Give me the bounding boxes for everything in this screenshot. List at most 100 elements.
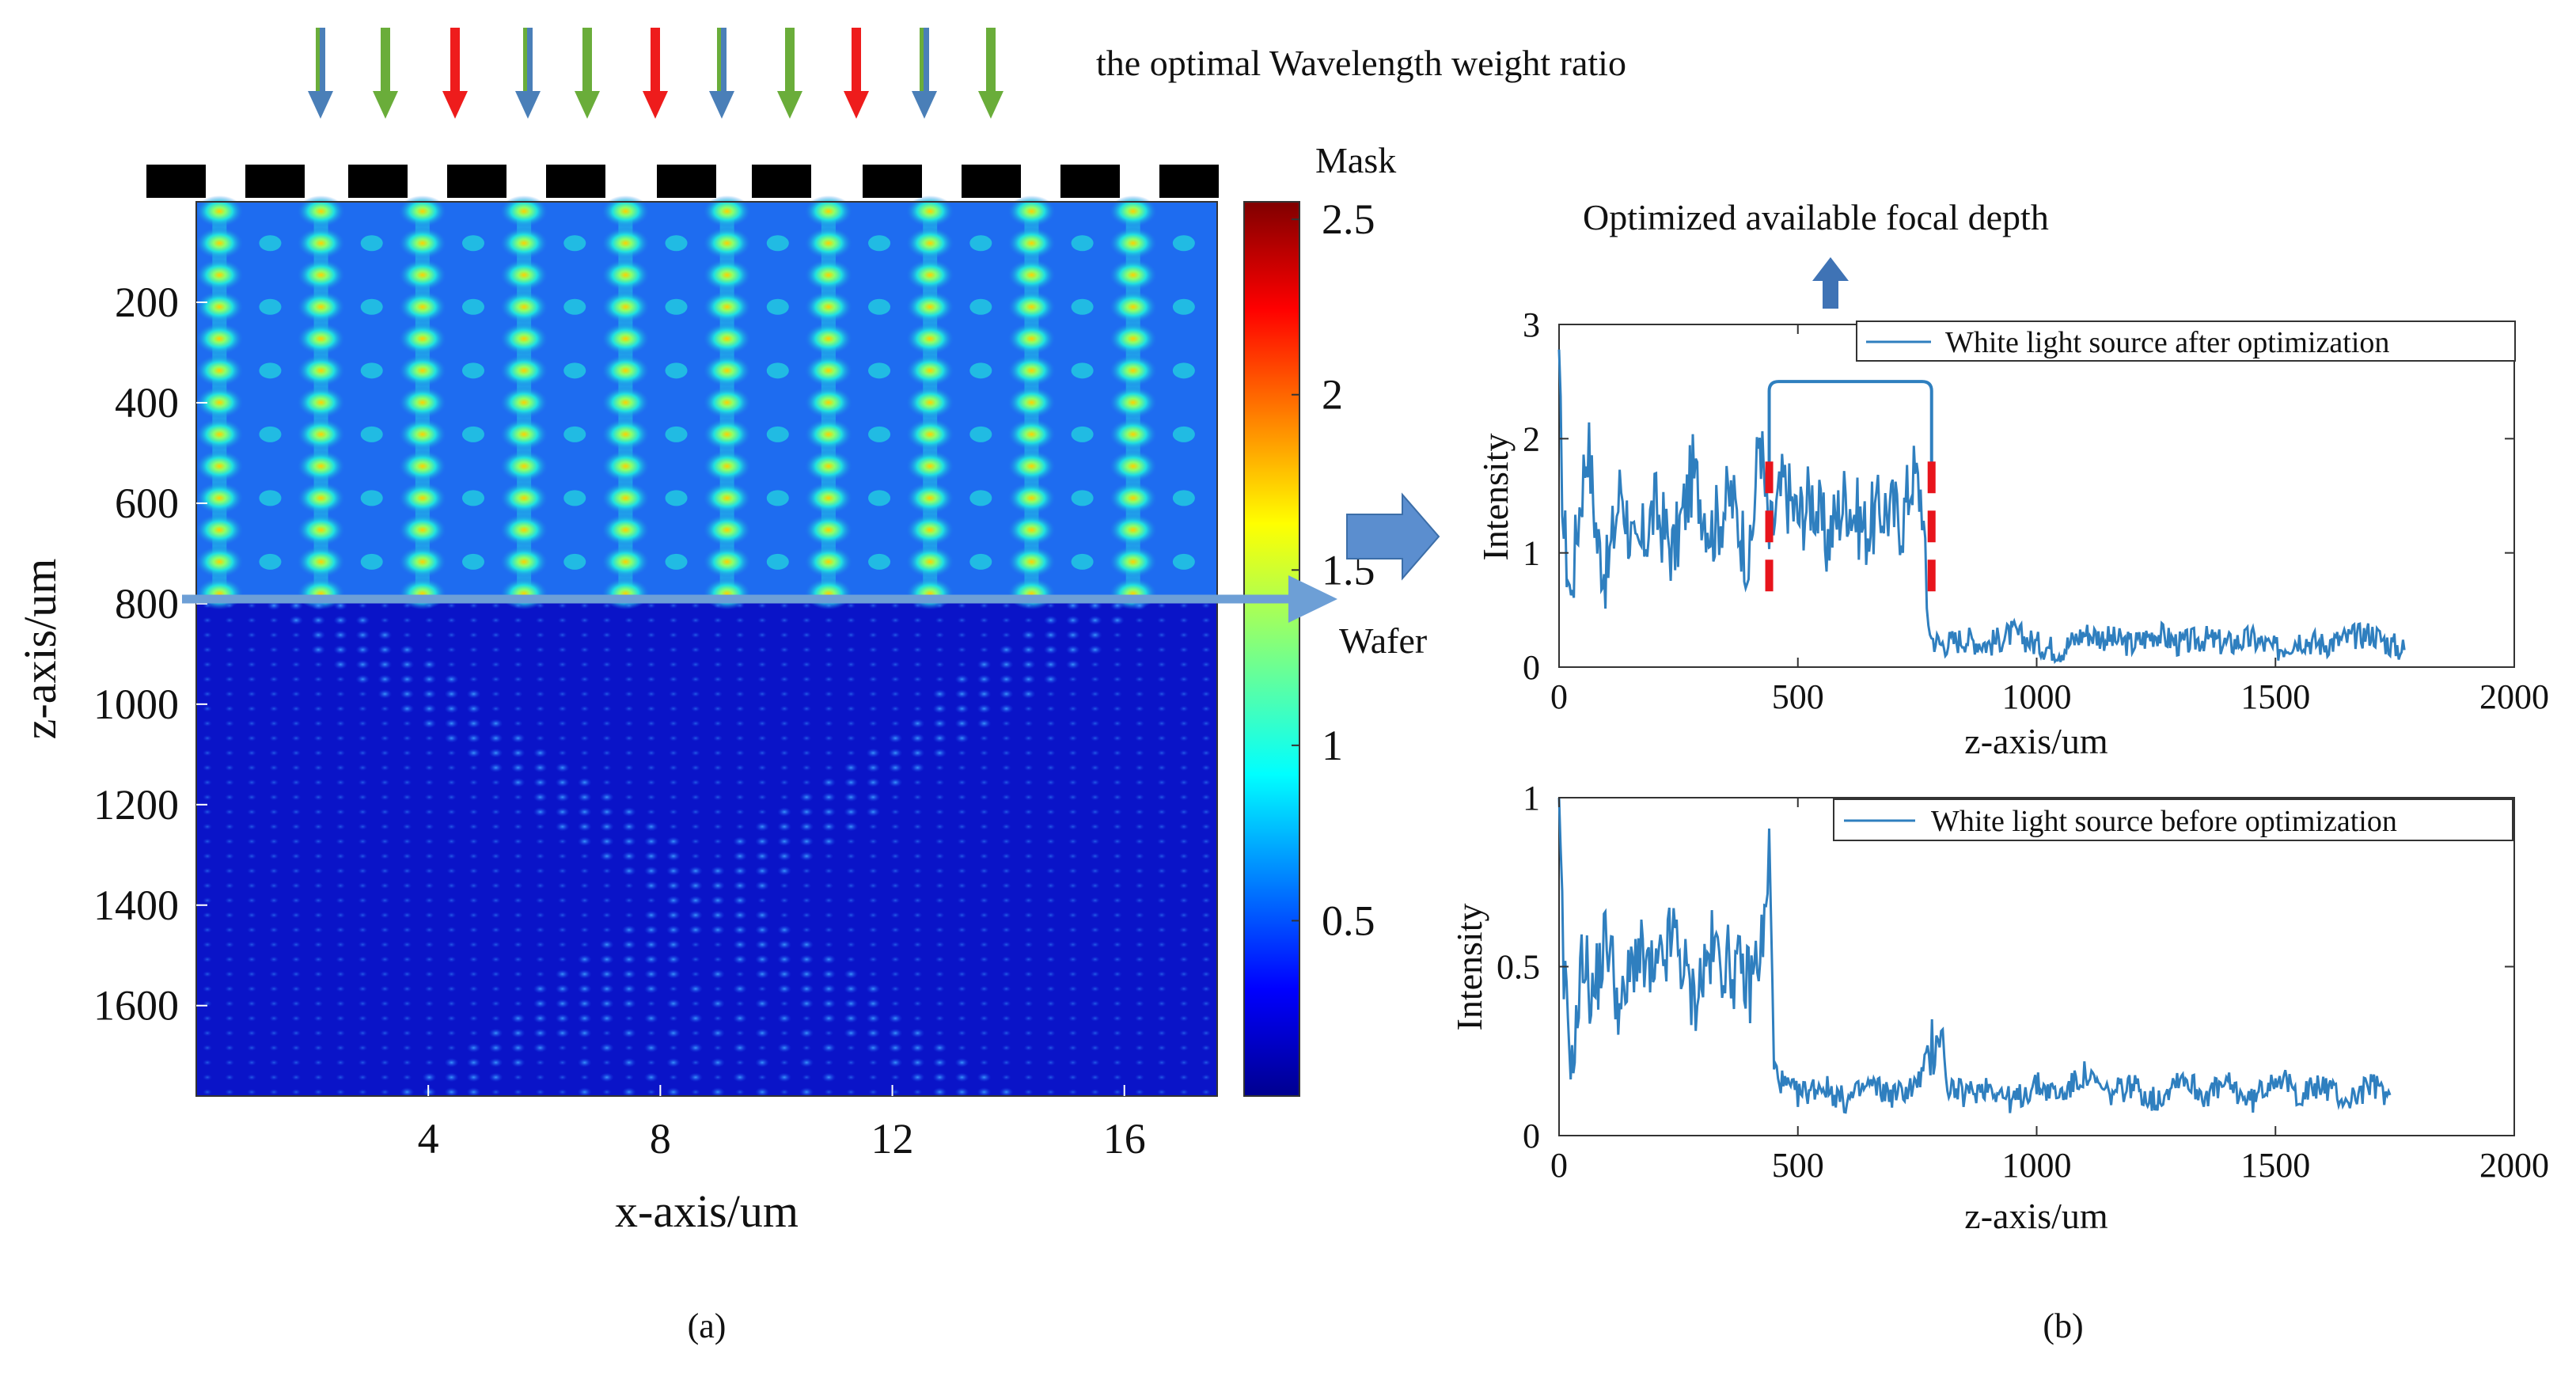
heatmap-lower-spot [601, 632, 612, 639]
heatmap-spot [703, 323, 751, 355]
heatmap-lower-spot [1001, 985, 1011, 992]
heatmap-lower-spot [1178, 956, 1189, 963]
heatmap-lower-spot [1045, 1045, 1056, 1052]
heatmap-lower-spot [380, 1000, 390, 1007]
heatmap-lower-spot [711, 910, 726, 920]
heatmap-lower-spot [247, 632, 257, 639]
heatmap-lower-spot [821, 984, 837, 994]
heatmap-lower-spot [291, 676, 302, 683]
heatmap-lower-spot [336, 970, 346, 977]
heatmap-lower-spot [577, 1028, 592, 1038]
heatmap-lower-spot [1156, 970, 1167, 977]
heatmap-lower-spot [469, 1000, 479, 1007]
heatmap-lower-spot [599, 836, 614, 847]
heatmap-lower-spot [954, 1057, 969, 1068]
heatmap-lower-spot [666, 939, 681, 950]
heatmap-lower-spot [821, 792, 837, 802]
heatmap-subspot [665, 362, 688, 379]
heatmap-lower-spot [269, 927, 279, 934]
heatmap-spot [398, 290, 446, 323]
trace-before [1557, 797, 2392, 1114]
heatmap-lower-spot [203, 1045, 212, 1052]
heatmap-lower-spot [269, 632, 279, 639]
heatmap-spot [906, 545, 954, 578]
heatmap-lower-spot [491, 927, 501, 934]
heatmap-lower-spot [666, 895, 681, 905]
heatmap-lower-spot [601, 602, 612, 609]
heatmap-lower-spot [1134, 882, 1144, 889]
plot-before-xlabel: z-axis/um [1964, 1196, 2108, 1236]
heatmap-lower-spot [846, 690, 856, 697]
heatmap-lower-spot [1090, 912, 1100, 919]
heatmap-lower-spot [1178, 1045, 1189, 1052]
heatmap-lower-spot [932, 704, 947, 714]
heatmap-lower-spot [247, 661, 257, 668]
heatmap-lower-spot [1023, 1030, 1034, 1037]
heatmap-lower-spot [1201, 985, 1211, 992]
heatmap-lower-spot [247, 779, 257, 786]
heatmap-lower-spot [358, 956, 368, 963]
heatmap-lower-spot [225, 705, 235, 712]
heatmap-lower-spot [979, 823, 989, 830]
heatmap-lower-spot [1112, 927, 1122, 934]
heatmap-lower-spot [844, 807, 859, 817]
heatmap-lower-spot [977, 1087, 992, 1097]
heatmap-lower-spot [491, 705, 501, 712]
heatmap-lower-spot [1068, 882, 1078, 889]
heatmap-lower-spot [577, 836, 592, 847]
mask-block [348, 165, 408, 198]
heatmap-lower-spot [735, 809, 745, 816]
heatmap-lower-spot [1112, 1074, 1122, 1081]
heatmap-lower-spot [1045, 705, 1056, 712]
heatmap-lower-spot [336, 734, 346, 741]
heatmap-lower-spot [424, 647, 434, 654]
heatmap-spot [906, 514, 954, 546]
heatmap-lower-spot [1023, 912, 1034, 919]
heatmap-lower-spot [802, 734, 812, 741]
heatmap-lower-spot [1023, 941, 1034, 948]
heatmap-lower-spot [935, 1015, 945, 1022]
heatmap-lower-spot [824, 1089, 834, 1095]
heatmap-lower-spot [1023, 720, 1034, 727]
heatmap-lower-spot [535, 602, 545, 609]
focal-depth-arrow [1812, 257, 1849, 309]
heatmap-lower-spot [579, 734, 590, 741]
ytick-label: 1 [1523, 534, 1540, 573]
heatmap-spot [1007, 259, 1056, 291]
heatmap-lower-spot [1023, 1000, 1034, 1007]
heatmap-lower-spot [203, 927, 212, 934]
heatmap-lower-spot [336, 809, 346, 816]
heatmap-lower-spot [247, 809, 257, 816]
wavelength-arrow-red [643, 28, 668, 119]
heatmap-lower-spot [424, 779, 434, 786]
heatmap-lower-spot [957, 852, 967, 859]
heatmap-lower-spot [579, 690, 590, 697]
heatmap-ytick-label: 800 [115, 580, 179, 628]
heatmap-lower-spot [313, 882, 324, 889]
heatmap-lower-spot [380, 927, 390, 934]
heatmap-lower-spot [469, 985, 479, 992]
heatmap-lower-spot [380, 1059, 390, 1066]
heatmap-lower-spot [621, 999, 636, 1009]
heatmap-lower-spot [868, 941, 878, 948]
heatmap-lower-spot [1156, 676, 1167, 683]
heatmap-lower-spot [957, 882, 967, 889]
heatmap-lower-spot [203, 809, 212, 816]
heatmap-lower-spot [291, 897, 302, 904]
heatmap-lower-spot [247, 970, 257, 977]
heatmap-lower-spot [688, 925, 703, 935]
heatmap-lower-spot [890, 676, 901, 683]
heatmap-lower-spot [735, 632, 745, 639]
heatmap-lower-spot [690, 809, 700, 816]
heatmap-lower-spot [1134, 1045, 1144, 1052]
heatmap-lower-spot [1023, 956, 1034, 963]
heatmap-lower-spot [932, 1072, 947, 1083]
heatmap-xtick-label: 8 [650, 1115, 671, 1162]
heatmap-lower-spot [269, 985, 279, 992]
heatmap-lower-spot [1201, 720, 1211, 727]
heatmap-lower-spot [444, 704, 459, 714]
heatmap-lower-spot [1090, 852, 1100, 859]
xtick-label: 2000 [2479, 1146, 2549, 1185]
heatmap-lower-spot [1068, 956, 1078, 963]
